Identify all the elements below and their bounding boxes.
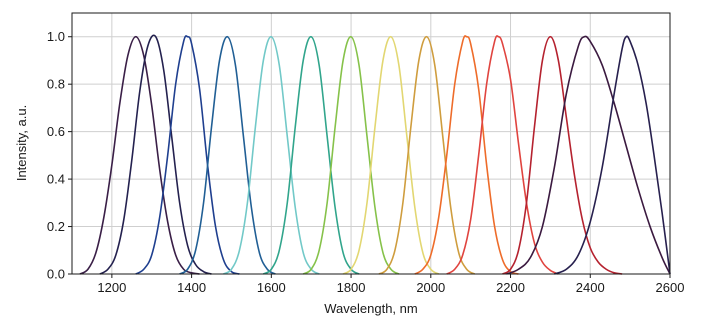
y-tick-label: 0.4 [47, 172, 65, 187]
series-line-4 [179, 35, 276, 275]
x-tick-label: 1400 [177, 280, 206, 295]
series-line-1 [79, 35, 200, 275]
x-tick-label: 2200 [496, 280, 525, 295]
series-line-9 [378, 35, 476, 275]
y-axis-label: Intensity, a.u. [14, 105, 29, 181]
x-tick-label: 2000 [416, 280, 445, 295]
axis-ticks [68, 36, 671, 278]
tick-labels: 1200 1400 1600 1800 2000 2200 2400 2600 0.0 0.2 0.… [47, 29, 685, 295]
series-line-11 [446, 35, 559, 275]
series-line-3 [135, 35, 240, 275]
y-tick-label: 0.6 [47, 124, 65, 139]
series-line-10 [414, 35, 519, 275]
series-line-5 [223, 35, 320, 275]
x-axis-label: Wavelength, nm [324, 301, 417, 316]
x-tick-label: 1200 [97, 280, 126, 295]
series-curves [79, 34, 671, 275]
series-line-13 [506, 35, 671, 275]
x-tick-label: 1600 [257, 280, 286, 295]
series-line-14 [554, 35, 671, 275]
y-tick-label: 0.8 [47, 77, 65, 92]
x-tick-label: 1800 [337, 280, 366, 295]
series-line-7 [302, 35, 400, 275]
plot-frame [71, 12, 671, 275]
x-tick-label: 2400 [576, 280, 605, 295]
y-tick-label: 0.2 [47, 219, 65, 234]
y-tick-label: 1.0 [47, 29, 65, 44]
x-tick-label: 2600 [656, 280, 685, 295]
series-line-12 [502, 35, 623, 275]
grid [72, 13, 671, 275]
y-tick-label: 0.0 [47, 267, 65, 282]
series-line-6 [262, 35, 360, 275]
series-line-8 [342, 35, 440, 275]
